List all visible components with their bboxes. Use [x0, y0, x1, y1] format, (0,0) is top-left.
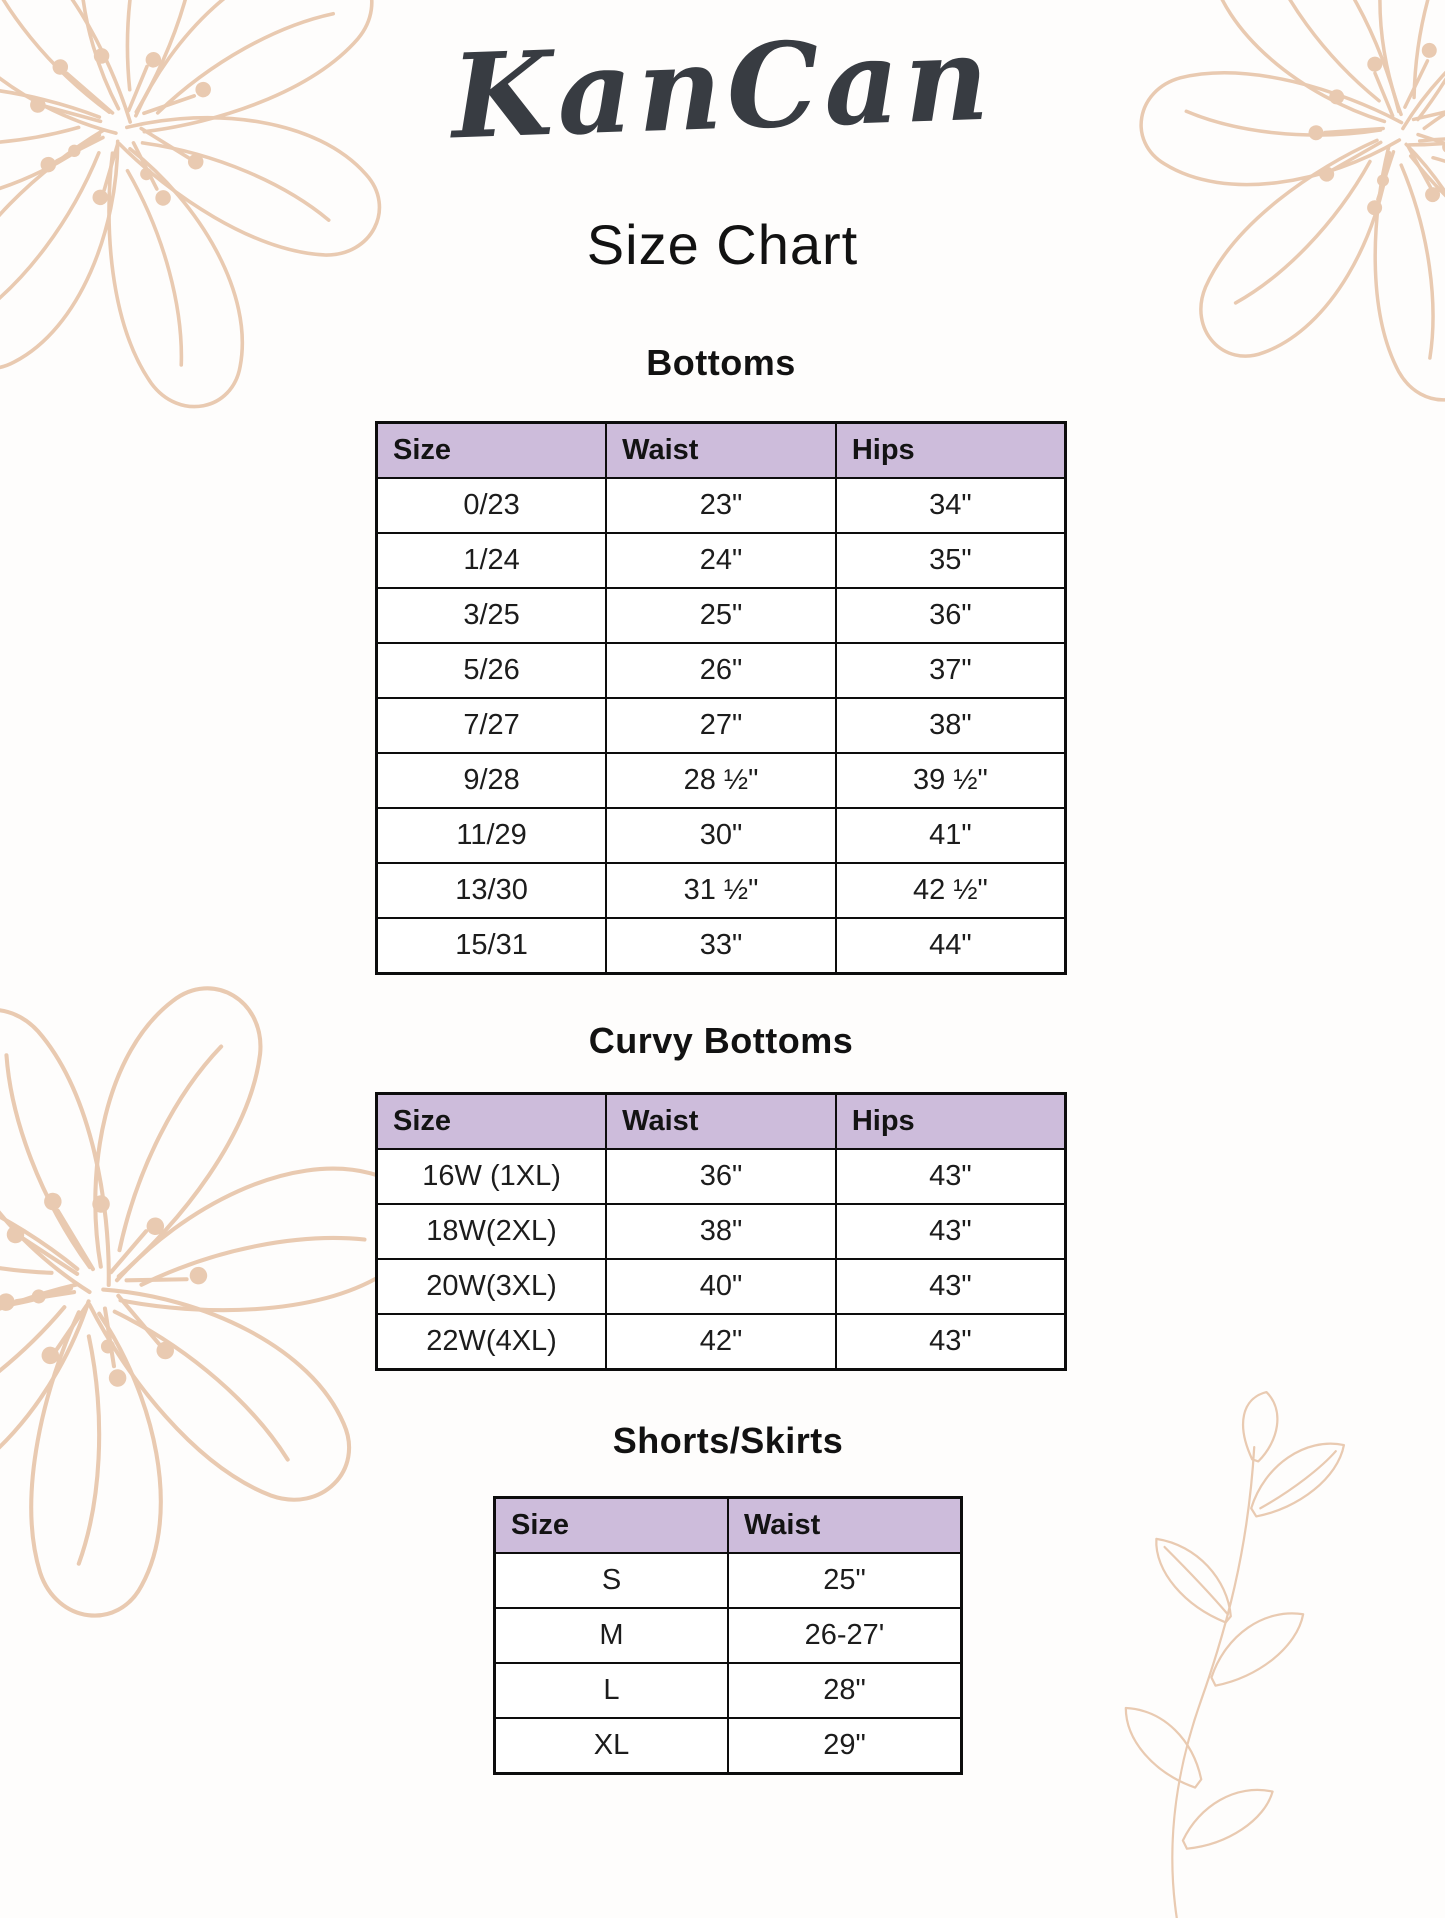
table-row: 7/27 27" 38": [375, 697, 1067, 754]
table-cell: 29": [727, 1717, 963, 1775]
column-header-hips: Hips: [834, 1092, 1067, 1150]
table-cell: 43": [834, 1148, 1067, 1205]
section-title-bottoms: Bottoms: [646, 342, 796, 383]
table-cell: 44": [834, 917, 1067, 975]
bottoms-size-table: Size Waist Hips 0/23 23" 34" 1/24 24" 35…: [375, 421, 1067, 975]
table-cell: 27": [605, 697, 837, 754]
table-cell: 42 ½": [834, 862, 1067, 919]
table-cell: 0/23: [375, 477, 608, 534]
curvy-bottoms-size-table: Size Waist Hips 16W (1XL) 36" 43" 18W(2X…: [375, 1092, 1067, 1371]
table-row: 11/29 30" 41": [375, 807, 1067, 864]
table-cell: 20W(3XL): [375, 1258, 608, 1315]
table-cell: 31 ½": [605, 862, 837, 919]
table-cell: 30": [605, 807, 837, 864]
table-cell: 9/28: [375, 752, 608, 809]
leaf-branch-line-art-bottom-right: [1124, 1390, 1346, 1918]
table-cell: 43": [834, 1203, 1067, 1260]
table-row: 20W(3XL) 40" 43": [375, 1258, 1067, 1315]
column-header-waist: Waist: [605, 421, 837, 479]
table-cell: 5/26: [375, 642, 608, 699]
table-row: 0/23 23" 34": [375, 477, 1067, 534]
table-cell: 35": [834, 532, 1067, 589]
table-cell: 28 ½": [605, 752, 837, 809]
table-row: 13/30 31 ½" 42 ½": [375, 862, 1067, 919]
table-header-row: Size Waist Hips: [375, 421, 1067, 479]
table-cell: 36": [605, 1148, 837, 1205]
table-cell: 34": [834, 477, 1067, 534]
table-cell: 43": [834, 1258, 1067, 1315]
table-cell: 39 ½": [834, 752, 1067, 809]
table-cell: M: [493, 1607, 729, 1664]
section-title-shorts-skirts: Shorts/Skirts: [612, 1420, 844, 1461]
column-header-waist: Waist: [727, 1496, 963, 1554]
table-header-row: Size Waist Hips: [375, 1092, 1067, 1150]
table-cell: 33": [605, 917, 837, 975]
table-cell: 1/24: [375, 532, 608, 589]
table-row: 1/24 24" 35": [375, 532, 1067, 589]
table-header-row: Size Waist: [493, 1496, 963, 1554]
table-cell: 43": [834, 1313, 1067, 1371]
table-cell: 26-27': [727, 1607, 963, 1664]
table-cell: 25": [727, 1552, 963, 1609]
table-cell: 38": [605, 1203, 837, 1260]
table-row: L 28": [493, 1662, 963, 1719]
table-cell: 15/31: [375, 917, 608, 975]
brand-logo: KanCan: [449, 10, 996, 166]
table-row: M 26-27': [493, 1607, 963, 1664]
table-row: 3/25 25" 36": [375, 587, 1067, 644]
table-cell: 3/25: [375, 587, 608, 644]
table-cell: 11/29: [375, 807, 608, 864]
table-cell: 42": [605, 1313, 837, 1371]
table-cell: 18W(2XL): [375, 1203, 608, 1260]
table-cell: 40": [605, 1258, 837, 1315]
table-cell: 26": [605, 642, 837, 699]
table-row: 18W(2XL) 38" 43": [375, 1203, 1067, 1260]
table-cell: 16W (1XL): [375, 1148, 608, 1205]
table-cell: 41": [834, 807, 1067, 864]
column-header-hips: Hips: [834, 421, 1067, 479]
table-cell: 36": [834, 587, 1067, 644]
table-cell: L: [493, 1662, 729, 1719]
column-header-size: Size: [493, 1496, 729, 1554]
shorts-skirts-size-table: Size Waist S 25" M 26-27' L 28" XL 29": [493, 1496, 963, 1775]
table-cell: XL: [493, 1717, 729, 1775]
section-title-curvy-bottoms: Curvy Bottoms: [588, 1020, 854, 1061]
table-cell: 25": [605, 587, 837, 644]
table-row: 9/28 28 ½" 39 ½": [375, 752, 1067, 809]
table-cell: 13/30: [375, 862, 608, 919]
table-cell: 23": [605, 477, 837, 534]
page-title: Size Chart: [586, 213, 859, 276]
column-header-size: Size: [375, 1092, 608, 1150]
table-cell: 22W(4XL): [375, 1313, 608, 1371]
table-row: XL 29": [493, 1717, 963, 1775]
table-cell: 38": [834, 697, 1067, 754]
table-cell: 37": [834, 642, 1067, 699]
table-cell: 24": [605, 532, 837, 589]
table-row: S 25": [493, 1552, 963, 1609]
table-cell: 28": [727, 1662, 963, 1719]
table-row: 22W(4XL) 42" 43": [375, 1313, 1067, 1371]
table-cell: S: [493, 1552, 729, 1609]
column-header-waist: Waist: [605, 1092, 837, 1150]
table-row: 15/31 33" 44": [375, 917, 1067, 975]
table-row: 16W (1XL) 36" 43": [375, 1148, 1067, 1205]
column-header-size: Size: [375, 421, 608, 479]
table-row: 5/26 26" 37": [375, 642, 1067, 699]
table-cell: 7/27: [375, 697, 608, 754]
